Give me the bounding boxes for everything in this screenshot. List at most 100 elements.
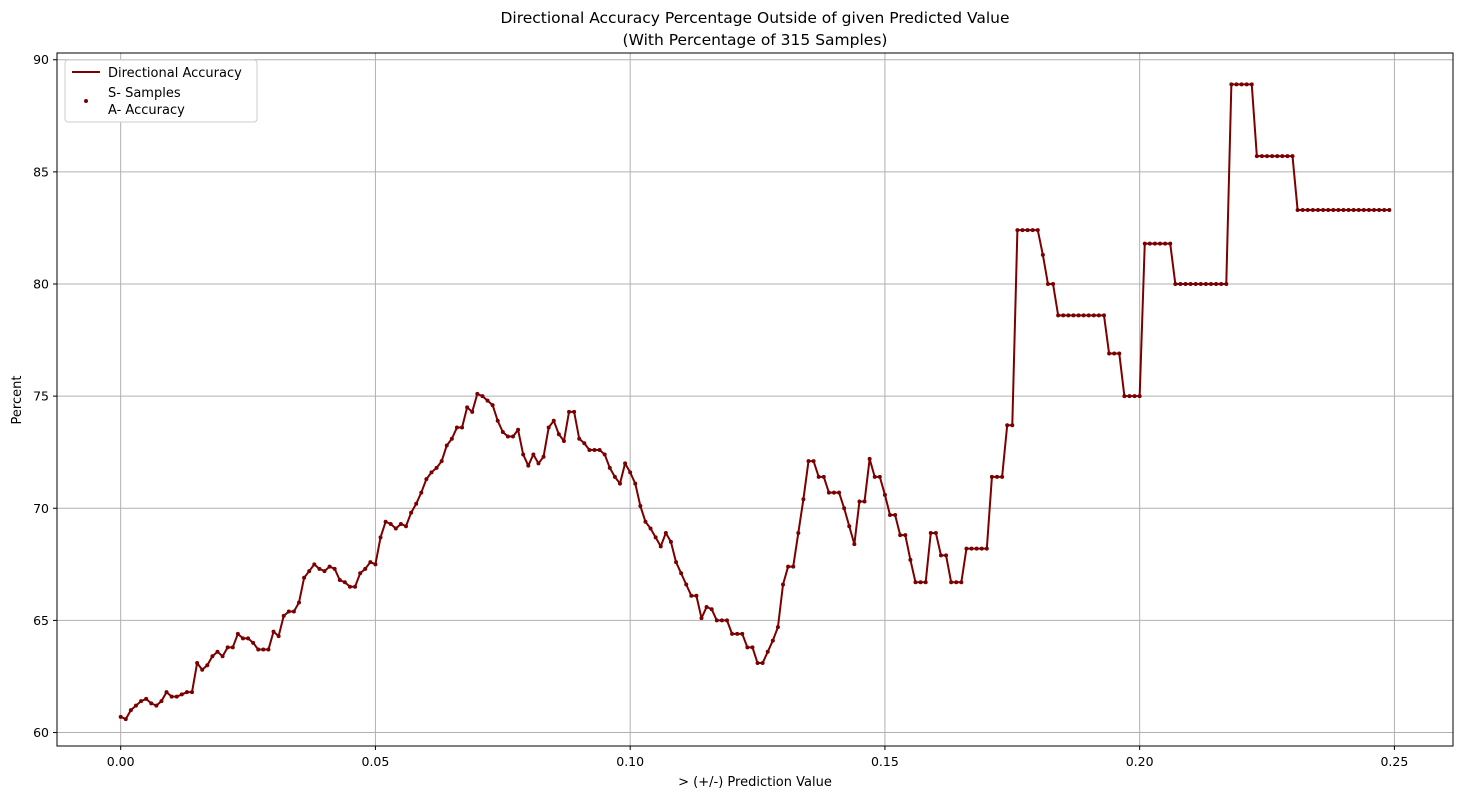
data-point [246,636,251,641]
data-point [536,461,541,466]
chart-title: Directional Accuracy Percentage Outside … [500,9,1009,27]
data-point [1341,207,1346,212]
data-point [1112,351,1117,356]
data-point [786,564,791,569]
data-point [781,582,786,587]
data-point [281,613,286,618]
data-point [541,454,546,459]
data-point [938,553,943,558]
data-point [1020,228,1025,233]
data-point [791,564,796,569]
y-axis-label: Percent [10,376,25,425]
y-tick-label: 75 [33,389,49,404]
data-point [1051,282,1056,286]
series-layer [118,82,1392,722]
data-point [210,654,215,659]
data-point [959,580,964,585]
data-point [719,618,724,623]
data-point [551,418,556,423]
data-point [1030,228,1035,233]
legend-label-accuracy: A- Accuracy [108,103,185,118]
data-point [516,427,521,432]
data-point [857,499,862,504]
data-point [475,391,480,396]
data-point [750,645,755,650]
data-point [1086,313,1091,318]
x-tick-label: 0.05 [362,754,390,769]
data-point [653,535,658,540]
data-point [755,661,760,666]
data-point [220,654,225,659]
data-point [1280,154,1285,159]
legend: Directional Accuracy S- Samples A- Accur… [64,59,258,123]
data-point [1351,207,1356,212]
data-point [460,425,465,430]
data-point [327,564,332,569]
data-point [903,533,908,538]
data-point [490,403,495,408]
data-point [1035,228,1040,233]
data-point [842,506,847,511]
data-point [684,582,689,587]
data-point [740,631,745,636]
data-point [500,430,505,435]
data-point [302,575,307,580]
data-point [149,701,154,706]
data-point [286,609,291,614]
data-point [668,539,673,544]
data-point [261,647,266,652]
data-point [510,434,515,439]
data-point [169,694,174,699]
data-point [205,663,210,668]
x-tick-label: 0.00 [107,754,135,769]
legend-label-directional-accuracy: Directional Accuracy [108,66,242,81]
data-point [337,578,342,583]
data-point [546,425,551,430]
data-point [1331,207,1336,212]
x-tick-label: 0.10 [616,754,644,769]
data-point [240,636,245,641]
data-point [190,690,195,695]
data-point [424,477,429,482]
data-point [1290,154,1295,159]
data-point [404,524,408,529]
legend-marker-swatch [84,99,88,103]
data-point [317,566,322,571]
data-point [831,490,836,495]
data-point [1173,282,1178,286]
data-point [699,616,704,621]
data-point [256,647,261,652]
x-tick-label: 0.25 [1380,754,1408,769]
data-point [648,526,653,531]
data-point [1270,154,1275,159]
data-point [297,600,302,605]
data-point [898,533,903,538]
data-point [521,452,526,457]
data-point [572,409,577,414]
data-point [1107,351,1112,356]
data-point [969,546,974,551]
data-point [368,560,373,565]
data-point [1000,474,1005,479]
data-point [1295,207,1300,212]
y-tick-label: 60 [33,725,49,740]
data-point [745,645,750,650]
data-point [414,501,419,506]
data-point [322,569,327,574]
data-point [1382,207,1387,212]
data-point [1040,252,1045,257]
chart-subtitle: (With Percentage of 315 Samples) [623,31,888,49]
data-point [363,566,368,571]
data-point [159,699,164,704]
data-point [1056,313,1061,318]
y-tick-label: 80 [33,277,49,292]
axis-ticks: 0.00 0.05 0.10 0.15 0.20 0.25 60 65 70 75 80 85 90 [33,52,1408,769]
data-point [409,510,414,515]
data-point [730,631,735,636]
data-point [984,546,989,551]
data-point [353,584,358,589]
data-point [949,580,954,585]
data-point [184,690,189,695]
